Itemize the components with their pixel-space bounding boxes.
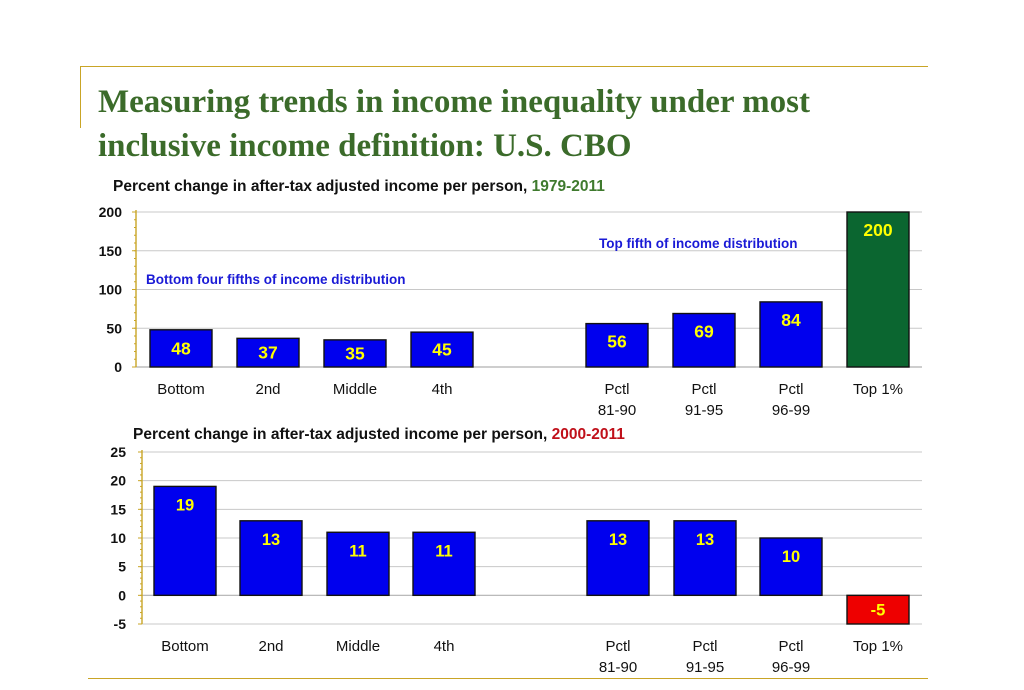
chart-1-category-label: Pctl bbox=[691, 381, 716, 398]
chart-2-category-label: 81-90 bbox=[599, 659, 637, 676]
chart-1-bar-2 bbox=[236, 337, 300, 368]
slide-title: Measuring trends in income inequality un… bbox=[98, 80, 918, 168]
chart-2-bar-label-5: 13 bbox=[609, 531, 627, 549]
chart-1-category-label: 91-95 bbox=[685, 402, 723, 419]
chart-2-category-label: 2nd bbox=[258, 638, 283, 655]
chart-1-y-tick-label: 150 bbox=[99, 243, 123, 259]
chart-1-category-label: Middle bbox=[333, 381, 377, 398]
chart-1-bar-label-4: 45 bbox=[432, 340, 452, 360]
chart-2-bar-label-6: 13 bbox=[696, 531, 714, 549]
chart-1-bar-7 bbox=[759, 301, 823, 368]
chart-2-bar-7 bbox=[759, 537, 823, 597]
chart-2-y-tick-label: 5 bbox=[118, 559, 126, 575]
chart-2-bar-4 bbox=[412, 531, 476, 597]
chart-2-bar-3 bbox=[326, 531, 390, 597]
chart-1-y-tick-label: 50 bbox=[106, 320, 122, 336]
chart-1-category-label: 4th bbox=[432, 381, 453, 398]
annotation-top-fifth: Top fifth of income distribution bbox=[599, 236, 798, 251]
chart-2-category-label: Pctl bbox=[605, 638, 630, 655]
chart-1-bar-label-5: 56 bbox=[607, 332, 627, 352]
chart-2-y-tick-label: 15 bbox=[110, 501, 126, 517]
chart-2-y-tick-label: 0 bbox=[118, 587, 126, 603]
chart-2-bar-label-3: 11 bbox=[349, 542, 366, 560]
chart-1-y-tick-label: 200 bbox=[99, 204, 123, 220]
chart-1-bar-8 bbox=[846, 211, 910, 368]
chart-1-bar-3 bbox=[323, 339, 387, 368]
chart-1-category-label: 81-90 bbox=[598, 402, 636, 419]
chart-1-y-tick-label: 0 bbox=[114, 359, 122, 375]
title-frame-left bbox=[80, 66, 81, 128]
chart-1-title-years: 1979-2011 bbox=[531, 178, 605, 195]
chart-1-title: Percent change in after-tax adjusted inc… bbox=[113, 178, 605, 196]
chart-2-category-label: Pctl bbox=[692, 638, 717, 655]
annotation-bottom-four-fifths: Bottom four fifths of income distributio… bbox=[146, 272, 406, 287]
chart-1-category-label: Pctl bbox=[604, 381, 629, 398]
chart-2-y-tick-label: 20 bbox=[110, 473, 126, 489]
chart-2-category-label: 96-99 bbox=[772, 659, 810, 676]
chart-1-category-label: Pctl bbox=[778, 381, 803, 398]
chart-1-bar-1 bbox=[149, 329, 213, 368]
chart-2-bar-5 bbox=[586, 520, 650, 597]
chart-1-category-label: Top 1% bbox=[853, 381, 903, 398]
chart-2-category-label: Top 1% bbox=[853, 638, 903, 655]
chart-1-bar-label-3: 35 bbox=[345, 343, 365, 363]
chart-2-title-text: Percent change in after-tax adjusted inc… bbox=[133, 426, 552, 443]
chart-2-bar-2 bbox=[239, 520, 303, 597]
chart-1-bar-label-8: 200 bbox=[863, 220, 892, 240]
chart-2-bar-label-4: 11 bbox=[435, 542, 452, 560]
chart-2-y-tick-label: 25 bbox=[110, 444, 126, 460]
slide-title-line-2: inclusive income definition: U.S. CBO bbox=[98, 128, 632, 164]
chart-2-bar-label-7: 10 bbox=[782, 548, 800, 566]
chart-2-title: Percent change in after-tax adjusted inc… bbox=[133, 426, 625, 444]
chart-1-bar-label-6: 69 bbox=[694, 322, 714, 342]
chart-2-category-label: 4th bbox=[434, 638, 455, 655]
chart-2-category-label: Bottom bbox=[161, 638, 209, 655]
chart-1-title-text: Percent change in after-tax adjusted inc… bbox=[113, 178, 532, 195]
chart-2-category-label: Pctl bbox=[778, 638, 803, 655]
chart-1-category-label: 2nd bbox=[255, 381, 280, 398]
bottom-rule bbox=[88, 678, 928, 679]
chart-2-bar-1 bbox=[153, 485, 217, 597]
chart-2-bar-label-8: -5 bbox=[871, 602, 886, 620]
slide-title-line-1: Measuring trends in income inequality un… bbox=[98, 84, 810, 120]
chart-2-category-label: 91-95 bbox=[686, 659, 724, 676]
chart-1-category-label: 96-99 bbox=[772, 402, 810, 419]
chart-1-bar-4 bbox=[410, 331, 474, 368]
chart-2-category-label: Middle bbox=[336, 638, 380, 655]
chart-1-bar-5 bbox=[585, 322, 649, 368]
chart-1-y-tick-label: 100 bbox=[99, 282, 123, 298]
chart-1-bar-label-7: 84 bbox=[781, 310, 801, 330]
chart-2-y-tick-label: -5 bbox=[114, 616, 127, 632]
chart-2-y-tick-label: 10 bbox=[110, 530, 126, 546]
chart-1-bar-label-1: 48 bbox=[171, 338, 191, 358]
chart-1-bar-6 bbox=[672, 312, 736, 368]
chart-1-category-label: Bottom bbox=[157, 381, 205, 398]
chart-1-bar-label-2: 37 bbox=[258, 343, 277, 363]
chart-2-bar-6 bbox=[673, 520, 737, 597]
chart-2-bar-8 bbox=[846, 594, 910, 625]
chart-2-title-years: 2000-2011 bbox=[551, 426, 625, 443]
title-frame-top bbox=[80, 66, 928, 67]
chart-2-bar-label-1: 19 bbox=[176, 496, 194, 514]
chart-2-bar-label-2: 13 bbox=[262, 531, 280, 549]
